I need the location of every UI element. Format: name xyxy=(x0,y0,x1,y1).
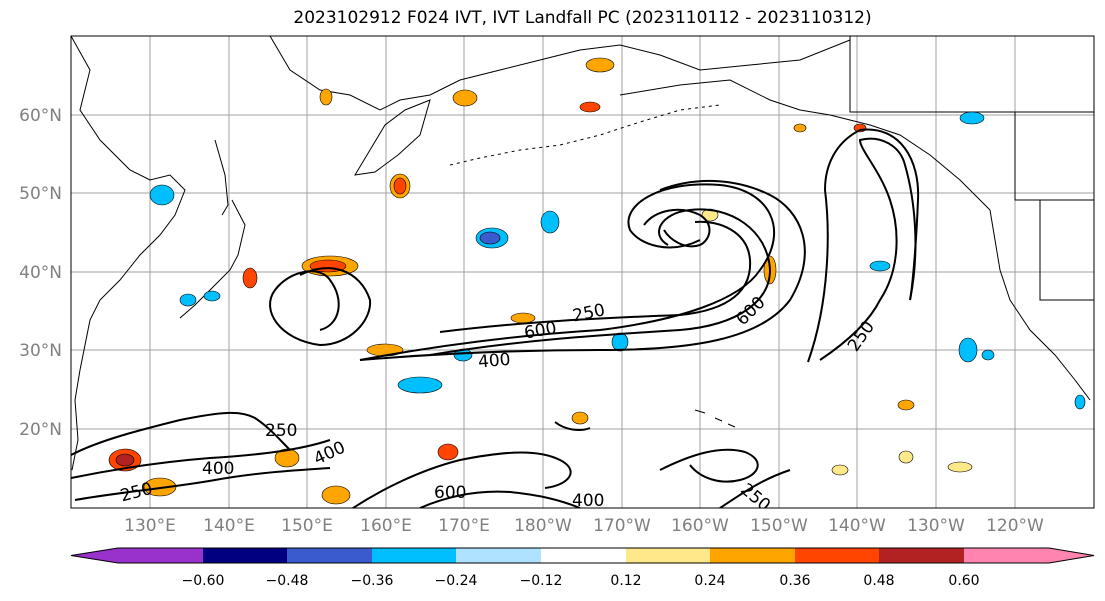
lon-label: 170°E xyxy=(438,516,490,536)
colorbar-segment xyxy=(456,548,541,563)
lon-label: 130°W xyxy=(907,516,965,536)
colorbar-tick-label: −0.48 xyxy=(266,573,309,589)
colorbar-tick-label: 0.36 xyxy=(779,573,810,589)
lon-label: 140°E xyxy=(203,516,255,536)
colorbar-tick-label: −0.12 xyxy=(520,573,563,589)
colorbar-outline xyxy=(70,547,1095,564)
map-title: 2023102912 F024 IVT, IVT Landfall PC (20… xyxy=(293,8,872,28)
colorbar-ticks: −0.60 −0.48 −0.36 −0.24 −0.12 0.12 0.24 … xyxy=(182,573,980,589)
lon-label: 140°W xyxy=(828,516,886,536)
political-borders xyxy=(849,36,1094,301)
colorbar: −0.60 −0.48 −0.36 −0.24 −0.12 0.12 0.24 … xyxy=(70,547,1095,589)
contour-label: 250 xyxy=(265,421,297,441)
lon-label: 160°W xyxy=(671,516,729,536)
contour-label: 600 xyxy=(434,483,466,503)
colorbar-tick-label: −0.36 xyxy=(351,573,394,589)
colorbar-tick-label: −0.24 xyxy=(435,573,478,589)
lon-label: 150°E xyxy=(281,516,333,536)
lat-label: 30°N xyxy=(19,341,62,361)
colorbar-segment xyxy=(879,548,964,563)
lat-labels: 60°N 50°N 40°N 30°N 20°N xyxy=(19,106,62,440)
graticule xyxy=(71,36,1094,508)
colorbar-segment xyxy=(964,548,1049,563)
colorbar-tick-label: −0.60 xyxy=(182,573,225,589)
colorbar-segment xyxy=(203,548,287,563)
colorbar-tick-label: 0.48 xyxy=(863,573,894,589)
colorbar-segment xyxy=(710,548,795,563)
lon-label: 130°E xyxy=(124,516,176,536)
lon-label: 120°W xyxy=(986,516,1044,536)
colorbar-segment xyxy=(118,548,203,563)
colorbar-tick-label: 0.60 xyxy=(948,573,979,589)
lon-label: 170°W xyxy=(593,516,651,536)
lat-label: 50°N xyxy=(19,184,62,204)
colorbar-extend-high xyxy=(1049,548,1094,563)
lon-label: 160°E xyxy=(360,516,412,536)
colorbar-extend-low xyxy=(71,548,118,563)
colorbar-tick-label: 0.12 xyxy=(610,573,641,589)
lon-labels: 130°E 140°E 150°E 160°E 170°E 180°W 170°… xyxy=(124,516,1044,536)
lat-label: 40°N xyxy=(19,263,62,283)
lon-label: 150°W xyxy=(750,516,808,536)
colorbar-segments xyxy=(70,547,1095,564)
coastlines xyxy=(71,36,1091,471)
lon-label: 180°W xyxy=(514,516,572,536)
colorbar-segment xyxy=(626,548,710,563)
colorbar-tick-label: 0.24 xyxy=(694,573,725,589)
contour-label: 400 xyxy=(202,459,234,479)
colorbar-segment xyxy=(795,548,879,563)
contour-label: 400 xyxy=(477,350,511,373)
colorbar-segment xyxy=(541,548,626,563)
colorbar-segment xyxy=(287,548,372,563)
ivt-contours xyxy=(71,128,920,508)
colorbar-segment xyxy=(372,548,456,563)
ivt-shading xyxy=(108,57,1086,505)
lat-label: 60°N xyxy=(19,106,62,126)
lat-label: 20°N xyxy=(19,420,62,440)
map-frame xyxy=(70,35,1095,509)
contour-label: 400 xyxy=(572,491,604,511)
